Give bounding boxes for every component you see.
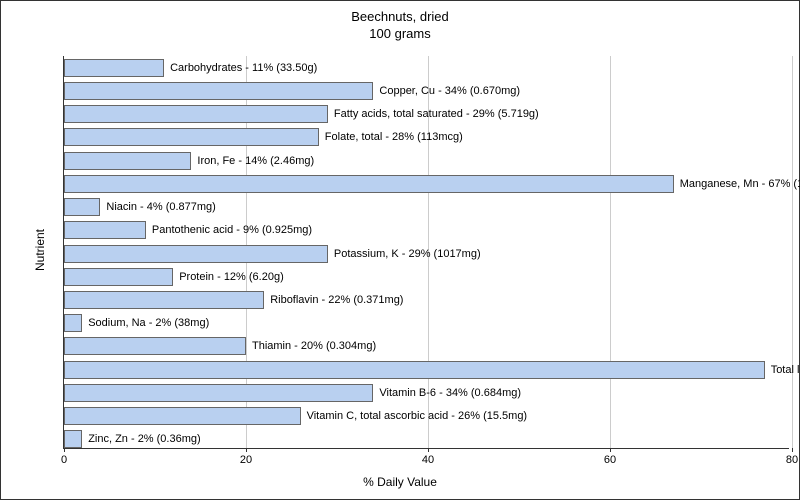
bar <box>64 268 173 286</box>
bar-label: Vitamin B-6 - 34% (0.684mg) <box>373 384 521 402</box>
bar <box>64 175 674 193</box>
bar-label: Zinc, Zn - 2% (0.36mg) <box>82 430 200 448</box>
x-tick-mark <box>64 448 65 452</box>
bar-label: Pantothenic acid - 9% (0.925mg) <box>146 221 312 239</box>
title-line2: 100 grams <box>1 26 799 43</box>
bar-label: Sodium, Na - 2% (38mg) <box>82 314 209 332</box>
bar-label: Protein - 12% (6.20g) <box>173 268 284 286</box>
title-line1: Beechnuts, dried <box>1 9 799 26</box>
bar-label: Riboflavin - 22% (0.371mg) <box>264 291 403 309</box>
bar <box>64 361 765 379</box>
x-tick-mark <box>792 448 793 452</box>
bar <box>64 430 82 448</box>
x-axis-label: % Daily Value <box>363 475 437 489</box>
bar <box>64 105 328 123</box>
bar <box>64 128 319 146</box>
bar <box>64 245 328 263</box>
x-tick-label: 80 <box>786 454 798 466</box>
bar <box>64 407 301 425</box>
plot-area: 020406080Carbohydrates - 11% (33.50g)Cop… <box>63 56 789 449</box>
gridline <box>610 56 611 448</box>
x-tick-mark <box>246 448 247 452</box>
bar-label: Vitamin C, total ascorbic acid - 26% (15… <box>301 407 528 425</box>
bar-label: Carbohydrates - 11% (33.50g) <box>164 59 317 77</box>
bar <box>64 152 191 170</box>
bar-label: Potassium, K - 29% (1017mg) <box>328 245 481 263</box>
bar <box>64 59 164 77</box>
x-tick-mark <box>610 448 611 452</box>
x-tick-label: 60 <box>604 454 616 466</box>
y-axis-label: Nutrient <box>33 229 47 271</box>
bar <box>64 221 146 239</box>
x-tick-label: 20 <box>240 454 252 466</box>
bar-label: Manganese, Mn - 67% (1.341mg) <box>674 175 800 193</box>
x-tick-label: 0 <box>61 454 67 466</box>
bar <box>64 314 82 332</box>
x-tick-mark <box>428 448 429 452</box>
bar <box>64 291 264 309</box>
bar <box>64 82 373 100</box>
bar-label: Fatty acids, total saturated - 29% (5.71… <box>328 105 539 123</box>
bar-label: Niacin - 4% (0.877mg) <box>100 198 215 216</box>
bar <box>64 337 246 355</box>
chart-container: Beechnuts, dried 100 grams Nutrient 0204… <box>0 0 800 500</box>
x-tick-label: 40 <box>422 454 434 466</box>
bar-label: Thiamin - 20% (0.304mg) <box>246 337 376 355</box>
bar <box>64 198 100 216</box>
bar-label: Iron, Fe - 14% (2.46mg) <box>191 152 314 170</box>
bar-label: Copper, Cu - 34% (0.670mg) <box>373 82 520 100</box>
bar-label: Folate, total - 28% (113mcg) <box>319 128 463 146</box>
bar-label: Total lipid (fat) - 77% (50.00g) <box>765 361 800 379</box>
bar <box>64 384 373 402</box>
gridline <box>792 56 793 448</box>
chart-title: Beechnuts, dried 100 grams <box>1 1 799 43</box>
